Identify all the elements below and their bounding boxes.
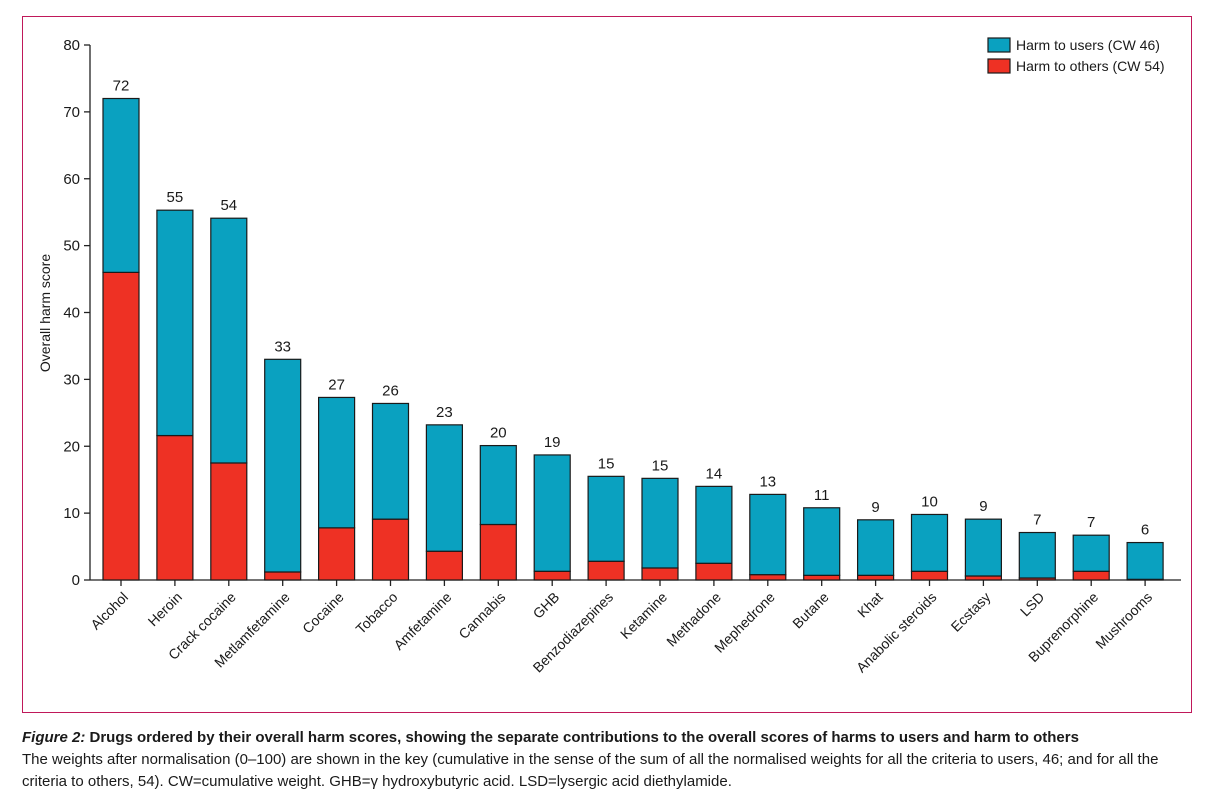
bar-segment-harm-to-others	[156, 434, 194, 581]
bar-segment-harm-to-users	[695, 485, 733, 564]
caption-title: Figure 2: Drugs ordered by their overall…	[22, 727, 1197, 749]
bar-total-label: 11	[814, 487, 830, 504]
bar-total-label: 26	[382, 382, 399, 399]
x-category-label: LSD	[1017, 589, 1048, 620]
bar-total-label: 55	[167, 189, 184, 206]
bar-total-label: 15	[598, 455, 615, 472]
caption-prefix: Figure 2:	[22, 729, 86, 746]
bar-segment-harm-to-others	[479, 523, 517, 581]
bar-total-label: 9	[979, 498, 987, 515]
caption-body: The weights after normalisation (0–100) …	[22, 751, 1159, 790]
bar-segment-harm-to-users	[264, 358, 302, 573]
bar-total-label: 19	[544, 434, 561, 451]
bar-segment-harm-to-others	[264, 571, 302, 581]
x-category-label: Amfetamine	[390, 589, 454, 653]
bar-segment-harm-to-users	[856, 519, 895, 576]
x-category-label: GHB	[530, 589, 563, 622]
x-category-label: Mushrooms	[1092, 589, 1155, 652]
bar-total-label: 7	[1033, 512, 1041, 529]
bar-segment-harm-to-others	[102, 271, 140, 581]
bar-segment-harm-to-others	[210, 462, 248, 581]
bar-segment-harm-to-users	[479, 444, 517, 526]
x-category-label: Tobacco	[352, 589, 400, 637]
bar-total-label: 15	[652, 457, 669, 474]
bar-total-label: 20	[490, 425, 507, 442]
bar-segment-harm-to-others	[695, 562, 733, 581]
bar-segment-harm-to-users	[1072, 534, 1110, 572]
x-category-label: Alcohol	[87, 589, 131, 633]
x-category-label: Cannabis	[455, 589, 508, 642]
y-tick-label: 10	[63, 505, 80, 522]
y-axis-title: Overall harm score	[37, 254, 53, 372]
x-category-label: Ecstasy	[948, 589, 994, 635]
bar-total-label: 10	[921, 493, 938, 510]
bar-segment-harm-to-users	[641, 477, 679, 569]
bar-segment-harm-to-users	[964, 518, 1003, 577]
bar-total-label: 27	[328, 376, 345, 393]
bar-segment-harm-to-others	[749, 574, 787, 581]
bar-segment-harm-to-others	[533, 570, 571, 581]
y-tick-label: 30	[63, 371, 80, 388]
bar-total-label: 9	[871, 499, 879, 516]
bar-segment-harm-to-others	[910, 570, 949, 581]
bar-segment-harm-to-users	[156, 209, 194, 437]
stacked-bar-chart: 0 10 20 30 40 50 60 70 80 Overall harm score 72 Alc…	[37, 37, 1181, 676]
bar-segment-harm-to-users	[102, 97, 140, 273]
y-tick-label: 60	[63, 171, 80, 188]
bar-segment-harm-to-users	[318, 396, 356, 529]
bar-segment-harm-to-others	[371, 518, 410, 581]
bar-segment-harm-to-users	[425, 424, 463, 552]
bar-total-label: 54	[220, 197, 237, 214]
x-category-label: Cocaine	[299, 589, 347, 637]
bar-segment-harm-to-users	[910, 513, 949, 572]
y-tick-label: 20	[63, 438, 80, 455]
legend-swatch	[987, 37, 1011, 53]
bar-segment-harm-to-others	[803, 574, 841, 581]
bar-segment-harm-to-users	[533, 454, 571, 572]
bar-segment-harm-to-others	[1072, 570, 1110, 581]
x-category-label: Ketamine	[617, 589, 670, 642]
bar-segment-harm-to-others	[964, 575, 1003, 581]
x-category-label: Heroin	[145, 589, 185, 629]
figure-caption: Figure 2: Drugs ordered by their overall…	[22, 727, 1197, 793]
legend-label: Harm to others (CW 54)	[1016, 58, 1165, 74]
y-tick-label: 80	[63, 37, 80, 54]
bar-total-label: 13	[759, 473, 776, 490]
figure-frame	[22, 16, 1192, 713]
x-category-label: Butane	[789, 589, 832, 632]
bar-segment-harm-to-users	[587, 475, 625, 562]
bar-segment-harm-to-users	[371, 402, 410, 520]
bar-segment-harm-to-others	[318, 527, 356, 581]
bar-segment-harm-to-others	[641, 567, 679, 581]
y-tick-label: 0	[72, 572, 80, 589]
bar-total-label: 23	[436, 404, 453, 421]
bar-segment-harm-to-others	[587, 560, 625, 581]
x-category-label: Khat	[854, 589, 886, 621]
y-tick-label: 40	[63, 305, 80, 322]
bar-segment-harm-to-users	[1018, 531, 1056, 579]
bar-segment-harm-to-others	[856, 574, 895, 581]
bar-total-label: 6	[1141, 522, 1149, 539]
bar-total-label: 7	[1087, 514, 1095, 531]
bar-total-label: 33	[274, 338, 291, 355]
bar-total-label: 14	[706, 465, 723, 482]
y-tick-label: 70	[63, 104, 80, 121]
bar-segment-harm-to-users	[210, 217, 248, 464]
bar-segment-harm-to-users	[1126, 541, 1164, 580]
bar-segment-harm-to-users	[749, 493, 787, 576]
legend-swatch	[987, 58, 1011, 74]
legend-label: Harm to users (CW 46)	[1016, 37, 1160, 53]
bar-total-label: 72	[113, 78, 130, 95]
caption-heading: Drugs ordered by their overall harm scor…	[89, 729, 1079, 746]
bar-segment-harm-to-others	[425, 550, 463, 581]
bar-segment-harm-to-users	[803, 507, 841, 576]
y-tick-label: 50	[63, 238, 80, 255]
